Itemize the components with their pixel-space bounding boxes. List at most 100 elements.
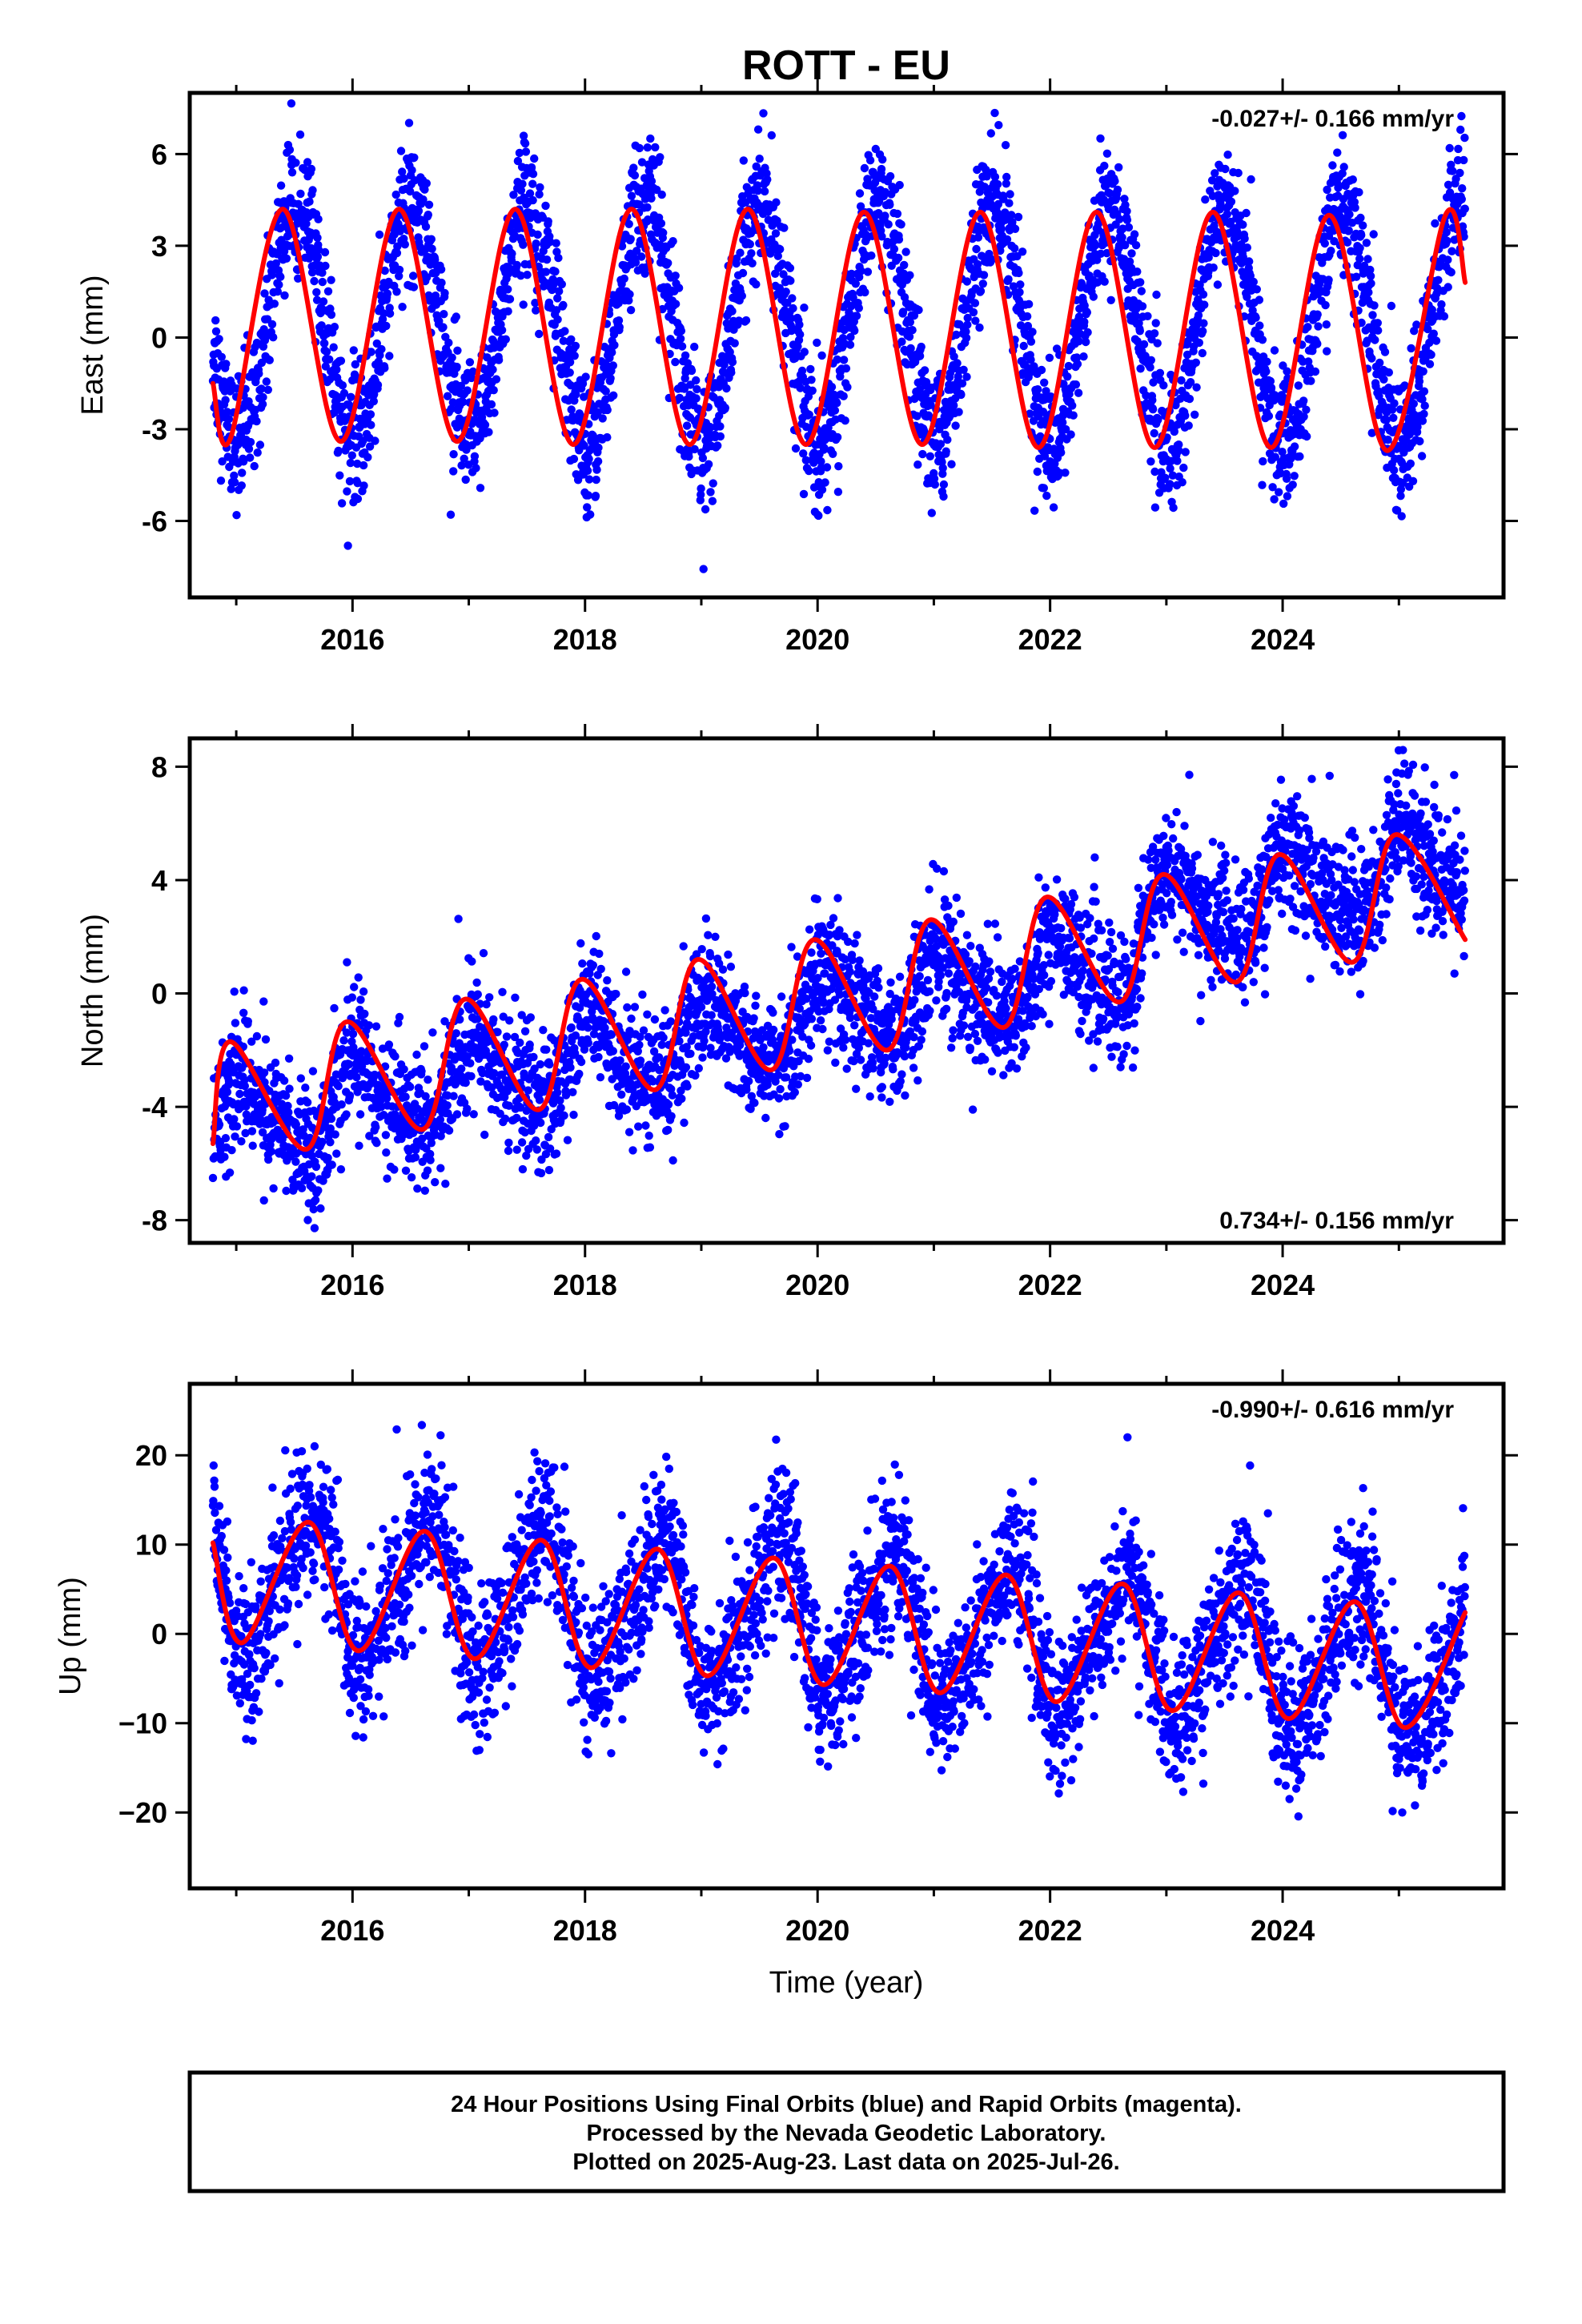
position-point: [331, 1130, 339, 1139]
position-point: [1418, 395, 1427, 404]
position-point: [1270, 346, 1279, 355]
position-point: [1179, 463, 1188, 472]
position-point: [314, 245, 323, 255]
position-point: [651, 143, 660, 152]
position-point: [1314, 322, 1323, 331]
position-point: [599, 1017, 608, 1026]
position-point: [424, 211, 432, 219]
position-point: [1243, 292, 1251, 301]
position-point: [351, 360, 359, 369]
position-point: [1390, 399, 1399, 408]
x-tick-label: 2022: [1018, 623, 1082, 656]
position-point: [565, 358, 575, 367]
position-point: [1146, 363, 1154, 372]
position-point: [221, 1134, 231, 1143]
position-point: [700, 1036, 709, 1046]
position-point: [423, 273, 432, 282]
position-point: [626, 306, 636, 315]
position-point: [472, 978, 481, 987]
position-point: [225, 1168, 235, 1177]
position-point: [1018, 247, 1027, 256]
position-point: [280, 291, 289, 300]
position-point: [505, 1016, 514, 1025]
position-point: [693, 384, 701, 394]
position-point: [247, 1127, 257, 1136]
position-point: [296, 1074, 305, 1083]
position-point: [400, 174, 408, 183]
position-point: [237, 481, 246, 490]
position-point: [1192, 383, 1201, 392]
position-point: [1245, 257, 1254, 266]
position-point: [512, 1145, 521, 1154]
position-point: [239, 1008, 248, 1018]
position-point: [359, 436, 367, 445]
position-point: [851, 279, 861, 288]
position-point: [401, 1166, 411, 1176]
position-point: [588, 961, 597, 970]
position-point: [1146, 457, 1155, 466]
position-point: [327, 1114, 336, 1124]
position-point: [1033, 467, 1042, 476]
position-point: [867, 251, 876, 260]
position-point: [257, 384, 266, 393]
position-point: [460, 454, 468, 463]
position-point: [1431, 336, 1441, 345]
position-point: [664, 1100, 673, 1109]
position-point: [1082, 337, 1090, 347]
position-point: [1356, 213, 1365, 223]
position-point: [414, 207, 424, 215]
position-point: [279, 1076, 289, 1085]
position-point: [490, 408, 499, 417]
position-point: [737, 292, 746, 300]
position-point: [833, 355, 841, 364]
position-point: [317, 321, 326, 330]
position-point: [650, 1015, 660, 1024]
position-point: [337, 1100, 346, 1109]
position-point: [353, 459, 362, 468]
position-point: [259, 392, 267, 402]
position-point: [681, 1028, 690, 1037]
position-point: [1007, 211, 1016, 219]
position-point: [845, 308, 853, 317]
position-point: [800, 304, 809, 312]
position-point: [982, 172, 991, 181]
position-point: [1080, 317, 1089, 327]
position-point: [786, 276, 795, 285]
position-point: [1288, 480, 1297, 489]
position-point: [943, 435, 952, 444]
position-point: [603, 976, 612, 985]
position-point: [1170, 427, 1179, 436]
position-point: [727, 368, 736, 377]
position-point: [1151, 319, 1160, 328]
position-point: [329, 343, 338, 352]
position-point: [1255, 321, 1264, 330]
position-point: [1010, 224, 1020, 233]
position-point: [1389, 466, 1399, 475]
position-point: [525, 189, 535, 198]
position-point: [410, 153, 419, 162]
position-point: [1168, 471, 1178, 480]
position-point: [262, 377, 271, 386]
position-point: [1454, 144, 1463, 154]
position-point: [583, 466, 592, 475]
position-point: [1045, 353, 1054, 362]
position-point: [780, 223, 789, 232]
position-point: [391, 1052, 400, 1061]
position-point: [721, 404, 729, 412]
position-point: [745, 239, 754, 249]
position-point: [676, 334, 685, 344]
position-point: [1121, 241, 1130, 250]
position-point: [635, 143, 644, 153]
position-point: [246, 437, 255, 447]
position-point: [285, 145, 295, 155]
position-point: [1447, 267, 1456, 277]
position-point: [230, 478, 239, 487]
position-point: [528, 170, 538, 179]
position-point: [1262, 367, 1271, 376]
position-point: [649, 1047, 659, 1056]
position-point: [1299, 396, 1308, 405]
position-point: [556, 1096, 564, 1105]
position-point: [1094, 226, 1103, 235]
position-point: [396, 224, 405, 233]
position-point: [566, 381, 576, 390]
